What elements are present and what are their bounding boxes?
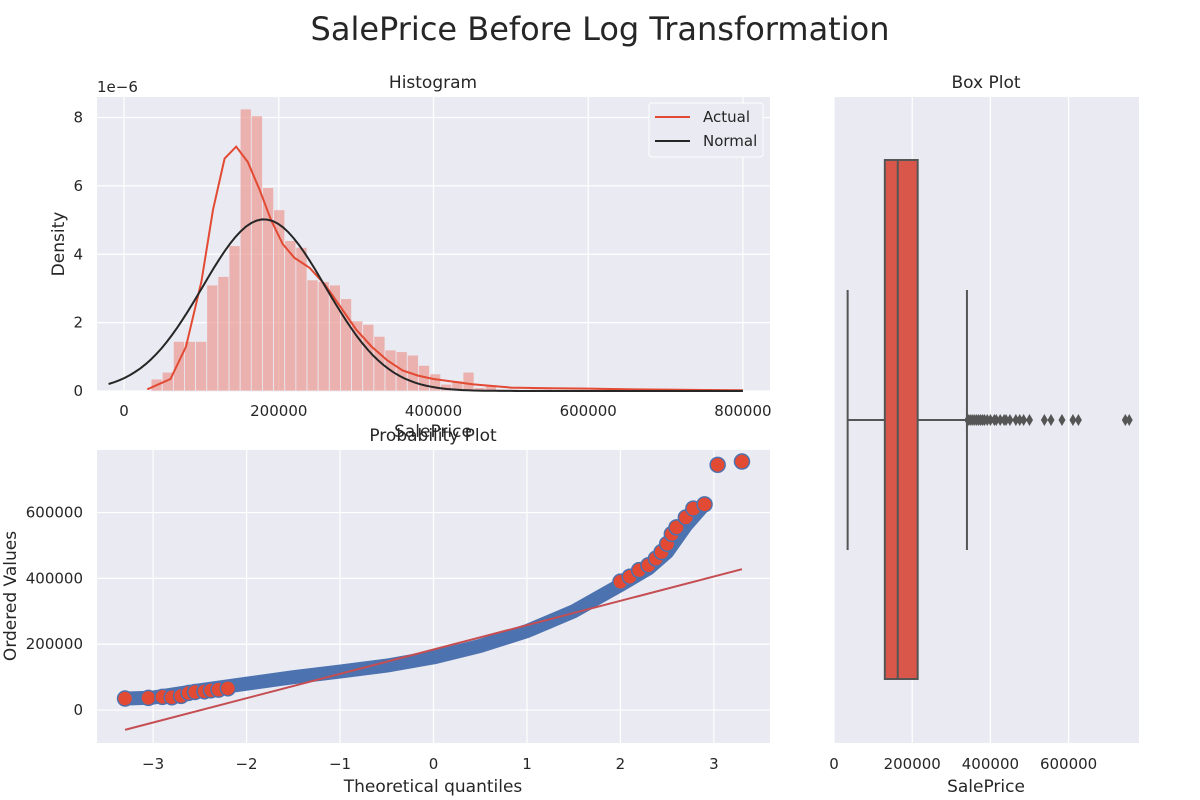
box-outlier-point — [986, 414, 994, 426]
box-outlier-point — [1012, 414, 1020, 426]
histogram-title: Histogram — [389, 73, 477, 93]
probability-y-tick-label: 400000 — [26, 569, 83, 587]
box-x-tick-label: 200000 — [884, 755, 941, 773]
histogram-y-tick-label: 6 — [73, 177, 83, 195]
probability-points — [116, 453, 751, 731]
probability-grid — [97, 450, 770, 743]
histogram-bar — [429, 373, 442, 392]
box-outlier-point — [996, 414, 1004, 426]
box-outlier-point — [992, 414, 1000, 426]
box-outlier-point — [1047, 414, 1055, 426]
box-ticks: 0 200000 400000 600000 — [829, 755, 1097, 773]
box-marks — [846, 159, 1133, 680]
histogram-bar — [239, 108, 252, 392]
box-outlier-point — [1125, 414, 1133, 426]
box-outlier-point — [1069, 414, 1077, 426]
box-outlier-point — [1020, 414, 1028, 426]
box-outlier-point — [1002, 414, 1010, 426]
histogram-bar — [217, 276, 230, 392]
histogram-bar — [295, 247, 308, 392]
histogram-bar — [462, 371, 475, 392]
histogram-x-tick-label: 600000 — [560, 402, 617, 420]
box-plot-panel: 0 200000 400000 600000 Box Plot SalePrice — [829, 73, 1139, 797]
normal-density-line — [108, 218, 743, 392]
probability-y-tick-label: 200000 — [26, 635, 83, 653]
probability-x-tick-label: 3 — [709, 755, 719, 773]
fit-line — [124, 568, 743, 731]
histogram-bar — [262, 187, 275, 392]
quantile-point — [116, 690, 134, 707]
box-outlier-point — [1026, 414, 1034, 426]
histogram-x-axis-label: SalePrice — [394, 422, 472, 442]
histogram-bar — [362, 323, 375, 392]
quantile-point — [709, 456, 726, 474]
histogram-x-tick-label: 0 — [119, 402, 129, 420]
box-plot-x-axis-label: SalePrice — [947, 777, 1025, 797]
box-outlier-point — [1040, 414, 1048, 426]
histogram-bar — [184, 341, 197, 392]
histogram-y-tick-label: 0 — [73, 382, 83, 400]
histogram-bar — [195, 341, 208, 392]
box-x-tick-label: 400000 — [962, 755, 1019, 773]
quantile-point — [733, 453, 751, 470]
box-outlier-point — [1121, 414, 1129, 426]
probability-x-tick-label: 1 — [522, 755, 532, 773]
probability-x-tick-label: −2 — [235, 755, 257, 773]
quantile-point — [219, 680, 237, 697]
quantile-point — [668, 519, 685, 536]
probability-plot-title: Probability Plot — [369, 426, 497, 446]
histogram-bar — [206, 284, 219, 392]
quantile-point — [696, 496, 713, 513]
probability-y-tick-label: 600000 — [26, 504, 83, 522]
histogram-y-tick-label: 8 — [73, 109, 83, 127]
histogram-bar — [317, 281, 330, 392]
histogram-bar — [250, 115, 263, 392]
legend-label-actual: Actual — [703, 108, 750, 126]
histogram-panel: 0 200000 400000 600000 800000 0 2 4 6 8 Histogram… — [49, 73, 772, 442]
box-outlier-point — [1006, 414, 1014, 426]
probability-y-tick-label: 0 — [73, 701, 83, 719]
probability-x-tick-label: −3 — [142, 755, 164, 773]
probability-x-tick-label: 0 — [429, 755, 439, 773]
box-x-tick-label: 600000 — [1040, 755, 1097, 773]
quantile-point — [140, 689, 157, 707]
histogram-bars — [150, 108, 631, 392]
legend-label-normal: Normal — [703, 132, 757, 150]
figure-title: SalePrice Before Log Transformation — [311, 10, 890, 48]
histogram-x-tick-label: 400000 — [405, 402, 462, 420]
box-x-tick-label: 0 — [829, 755, 839, 773]
box-outlier-point — [1074, 414, 1082, 426]
probability-x-axis-label: Theoretical quantiles — [343, 777, 523, 797]
histogram-legend: Actual Normal — [648, 102, 764, 158]
histogram-y-tick-label: 2 — [73, 314, 83, 332]
histogram-bar — [172, 341, 185, 392]
probability-ticks: −3 −2 −1 0 1 2 3 0 200000 400000 600000 — [26, 504, 719, 773]
box-outlier-point — [1058, 414, 1066, 426]
histogram-x-tick-label: 200000 — [250, 402, 307, 420]
box-iqr — [883, 159, 919, 680]
histogram-x-tick-label: 800000 — [714, 402, 771, 420]
box-plot-title: Box Plot — [951, 73, 1020, 93]
actual-density-line — [146, 145, 743, 392]
probability-x-tick-label: −1 — [329, 755, 351, 773]
box-outlier-point — [1016, 414, 1024, 426]
probability-plot-panel: −3 −2 −1 0 1 2 3 0 200000 400000 600000 Probabilit… — [1, 426, 770, 797]
histogram-y-offset-label: 1e−6 — [97, 78, 138, 96]
histogram-lines — [108, 145, 743, 392]
histogram-bar — [228, 245, 241, 392]
histogram-ticks: 0 200000 400000 600000 800000 0 2 4 6 8 — [73, 109, 771, 420]
histogram-y-tick-label: 4 — [73, 245, 83, 263]
histogram-bar — [306, 279, 319, 392]
histogram-y-axis-label: Density — [49, 212, 69, 277]
histogram-bar — [284, 240, 297, 392]
probability-x-tick-label: 2 — [616, 755, 626, 773]
probability-y-axis-label: Ordered Values — [1, 531, 21, 661]
